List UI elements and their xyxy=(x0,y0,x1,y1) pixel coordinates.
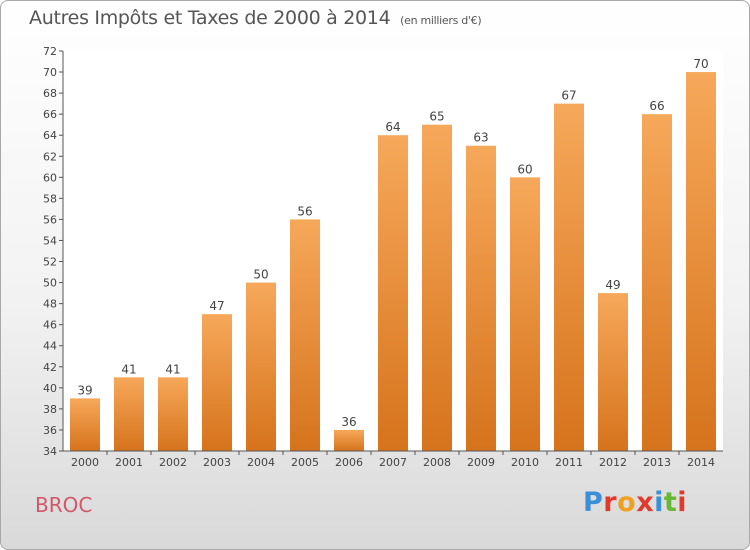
x-tick-label: 2003 xyxy=(203,456,231,469)
x-tick-label: 2004 xyxy=(247,456,275,469)
y-tick-label: 56 xyxy=(43,213,57,226)
bar-value-label: 60 xyxy=(517,162,532,176)
y-tick-label: 66 xyxy=(43,108,57,121)
bar-2009[interactable] xyxy=(466,145,496,451)
city-name: BROC xyxy=(35,493,93,517)
y-tick-label: 54 xyxy=(43,234,57,247)
x-tick-label: 2014 xyxy=(687,456,715,469)
logo-letter: i xyxy=(677,487,688,518)
y-tick-label: 60 xyxy=(43,171,57,184)
logo-letter: r xyxy=(603,487,618,518)
logo-letter: o xyxy=(617,487,637,518)
y-tick-label: 68 xyxy=(43,87,57,100)
bar-value-label: 64 xyxy=(385,120,400,134)
x-tick-label: 2002 xyxy=(159,456,187,469)
bar-2007[interactable] xyxy=(378,135,408,452)
y-tick-label: 42 xyxy=(43,361,57,374)
logo-letter: x xyxy=(636,487,655,518)
bar-value-label: 41 xyxy=(165,362,180,376)
y-tick-label: 40 xyxy=(43,382,57,395)
bar-value-label: 36 xyxy=(341,415,356,429)
chart-title-text: Autres Impôts et Taxes de 2000 à 2014 xyxy=(29,7,391,29)
x-tick-label: 2010 xyxy=(511,456,539,469)
bar-2000[interactable] xyxy=(70,398,100,451)
bar-value-label: 49 xyxy=(605,278,620,292)
x-tick-label: 2011 xyxy=(555,456,583,469)
y-tick-label: 46 xyxy=(43,319,57,332)
bar-2008[interactable] xyxy=(422,124,452,452)
y-tick-label: 50 xyxy=(43,277,57,290)
bar-value-label: 67 xyxy=(561,89,576,103)
logo-letter: t xyxy=(663,487,678,518)
bar-2010[interactable] xyxy=(510,177,540,451)
bar-2001[interactable] xyxy=(114,377,144,451)
y-tick-label: 44 xyxy=(43,340,57,353)
bar-2003[interactable] xyxy=(202,314,232,451)
bar-2004[interactable] xyxy=(246,282,276,451)
bar-2005[interactable] xyxy=(290,219,320,451)
bar-2002[interactable] xyxy=(158,377,188,451)
x-tick-label: 2006 xyxy=(335,456,363,469)
y-tick-label: 36 xyxy=(43,424,57,437)
y-tick-label: 34 xyxy=(43,445,57,458)
x-axis: 2000 2001 2002 2003 2004 2005 2006 2007 2008 2009… xyxy=(63,450,723,469)
logo-letter: P xyxy=(583,487,604,518)
bar-value-label: 47 xyxy=(209,299,224,313)
x-tick-label: 2001 xyxy=(115,456,143,469)
y-tick-label: 64 xyxy=(43,129,57,142)
y-tick-label: 48 xyxy=(43,298,57,311)
bar-value-label: 63 xyxy=(473,131,488,145)
x-tick-label: 2009 xyxy=(467,456,495,469)
bar-value-label: 50 xyxy=(253,268,268,282)
bar-value-label: 70 xyxy=(693,57,708,71)
x-tick-label: 2007 xyxy=(379,456,407,469)
y-tick-label: 58 xyxy=(43,192,57,205)
proxiti-logo[interactable]: Proxiti xyxy=(583,487,687,518)
bar-2006[interactable] xyxy=(334,429,364,451)
bar-2014[interactable] xyxy=(686,72,716,451)
x-tick-label: 2005 xyxy=(291,456,319,469)
y-tick-label: 70 xyxy=(43,66,57,79)
logo-letter: i xyxy=(654,487,664,518)
y-axis: 34 36 38 40 42 44 46 48 50 52 54 56 58 60 62 64 66 68 70 72 xyxy=(43,45,64,458)
x-tick-label: 2013 xyxy=(643,456,671,469)
bar-2012[interactable] xyxy=(598,293,628,451)
bar-value-label: 41 xyxy=(121,362,136,376)
bars: 39 41 41 47 50 56 36 64 65 63 60 67 49 66 70 xyxy=(70,57,716,452)
chart-title: Autres Impôts et Taxes de 2000 à 2014 (e… xyxy=(29,7,482,29)
chart-unit: (en milliers d'€) xyxy=(400,14,482,27)
bar-value-label: 56 xyxy=(297,204,312,218)
x-tick-label: 2012 xyxy=(599,456,627,469)
y-tick-label: 62 xyxy=(43,150,57,163)
bar-value-label: 66 xyxy=(649,99,664,113)
x-tick-label: 2008 xyxy=(423,456,451,469)
x-tick-label: 2000 xyxy=(71,456,99,469)
bar-value-label: 65 xyxy=(429,110,444,124)
y-tick-label: 52 xyxy=(43,256,57,269)
bar-2011[interactable] xyxy=(554,103,584,451)
bar-2013[interactable] xyxy=(642,114,672,451)
y-tick-label: 72 xyxy=(43,45,57,58)
y-tick-label: 38 xyxy=(43,403,57,416)
bar-value-label: 39 xyxy=(77,383,92,397)
